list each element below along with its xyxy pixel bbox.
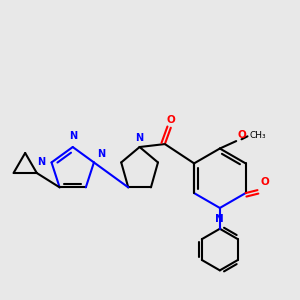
Text: O: O bbox=[238, 130, 246, 140]
Text: CH₃: CH₃ bbox=[250, 130, 266, 140]
Text: O: O bbox=[260, 177, 269, 187]
Text: N: N bbox=[136, 133, 144, 142]
Text: N: N bbox=[69, 131, 77, 141]
Text: O: O bbox=[167, 115, 175, 125]
Text: N: N bbox=[38, 158, 46, 167]
Text: N: N bbox=[215, 214, 224, 224]
Text: N: N bbox=[97, 149, 105, 160]
